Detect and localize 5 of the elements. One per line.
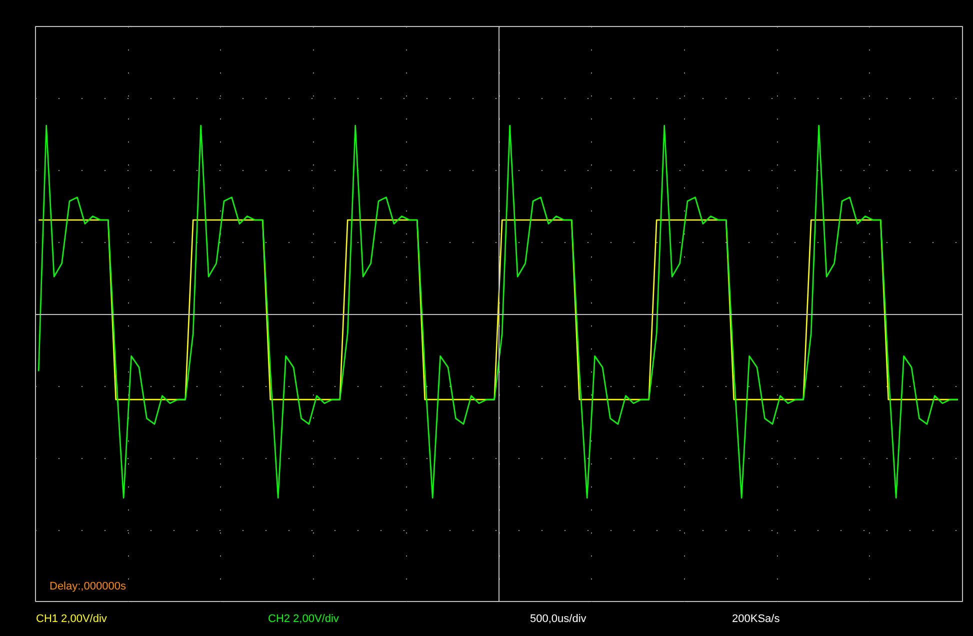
text: CH1 2,00V/div	[36, 613, 107, 625]
text: Delay:,000000s	[50, 580, 126, 592]
text: 500,0us/div	[530, 613, 586, 625]
text: CH2 2,00V/div	[268, 613, 339, 625]
text: 200KSa/s	[732, 613, 780, 625]
